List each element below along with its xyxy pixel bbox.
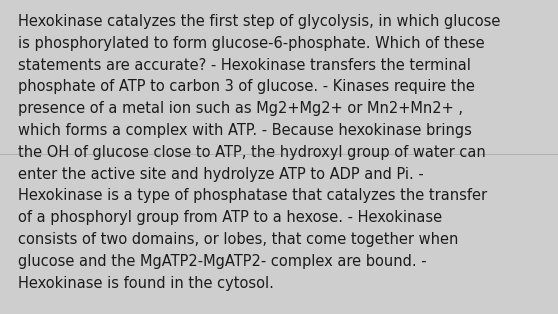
Text: Hexokinase catalyzes the first step of glycolysis, in which glucose: Hexokinase catalyzes the first step of g…	[18, 14, 501, 29]
Text: phosphate of ATP to carbon 3 of glucose. - Kinases require the: phosphate of ATP to carbon 3 of glucose.…	[18, 79, 475, 95]
Text: which forms a complex with ATP. - Because hexokinase brings: which forms a complex with ATP. - Becaus…	[18, 123, 472, 138]
Text: consists of two domains, or lobes, that come together when: consists of two domains, or lobes, that …	[18, 232, 458, 247]
Text: the OH of glucose close to ATP, the hydroxyl group of water can: the OH of glucose close to ATP, the hydr…	[18, 145, 486, 160]
Text: enter the active site and hydrolyze ATP to ADP and Pi. -: enter the active site and hydrolyze ATP …	[18, 167, 424, 181]
Text: presence of a metal ion such as Mg2+Mg2+ or Mn2+Mn2+ ,: presence of a metal ion such as Mg2+Mg2+…	[18, 101, 463, 116]
Text: is phosphorylated to form glucose-6-phosphate. Which of these: is phosphorylated to form glucose-6-phos…	[18, 36, 485, 51]
Text: statements are accurate? - Hexokinase transfers the terminal: statements are accurate? - Hexokinase tr…	[18, 57, 471, 73]
Text: Hexokinase is a type of phosphatase that catalyzes the transfer: Hexokinase is a type of phosphatase that…	[18, 188, 487, 203]
Text: Hexokinase is found in the cytosol.: Hexokinase is found in the cytosol.	[18, 276, 274, 290]
Text: glucose and the MgATP2-MgATP2- complex are bound. -: glucose and the MgATP2-MgATP2- complex a…	[18, 254, 427, 269]
Text: of a phosphoryl group from ATP to a hexose. - Hexokinase: of a phosphoryl group from ATP to a hexo…	[18, 210, 442, 225]
